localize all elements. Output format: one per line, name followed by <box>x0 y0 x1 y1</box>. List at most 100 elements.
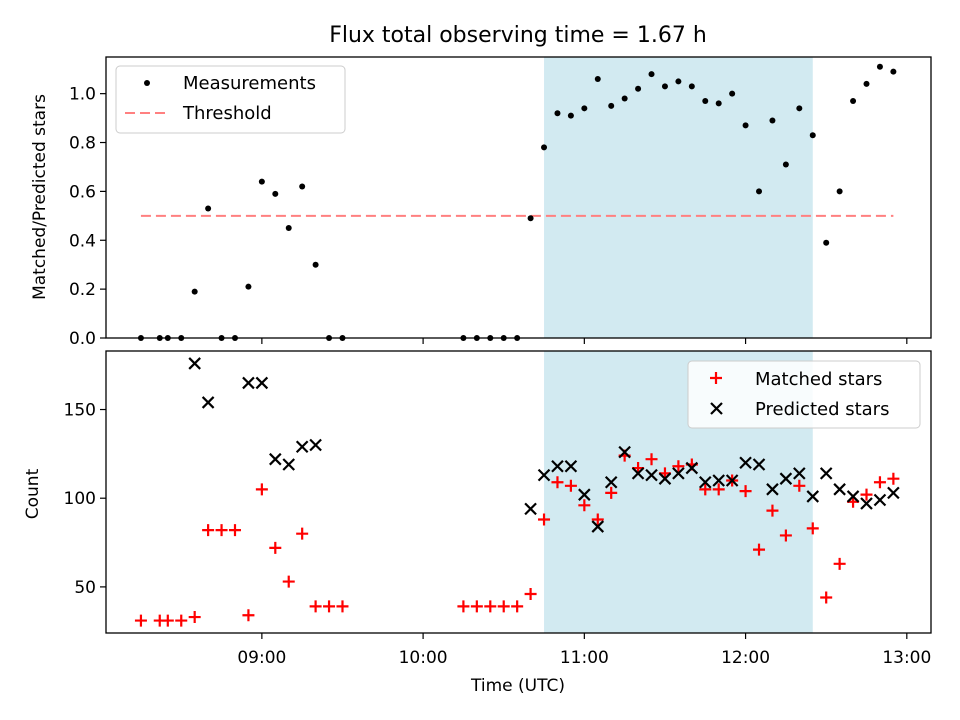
matched-star-point <box>175 614 188 627</box>
matched-star-point <box>591 513 604 526</box>
matched-star-point <box>215 524 228 537</box>
bottom-x-axis-ticks: 09:00 10:00 11:00 12:00 13:00 <box>237 633 931 668</box>
matched-star-point <box>605 486 618 499</box>
predicted-star-point <box>309 438 322 452</box>
y-tick-label: 0.2 <box>69 280 96 300</box>
matched-star-point <box>806 522 819 535</box>
matched-star-point <box>712 483 725 496</box>
matched-star-point <box>564 479 577 492</box>
y-tick-label: 150 <box>64 401 96 421</box>
predicted-star-point <box>887 486 900 500</box>
predicted-star-point <box>685 461 699 475</box>
predicted-stars-points <box>188 357 900 533</box>
matched-star-point <box>551 476 564 489</box>
matched-star-point <box>511 600 524 613</box>
measurement-point <box>594 75 601 82</box>
measurement-point <box>245 283 252 290</box>
measurement-point <box>742 122 749 129</box>
predicted-star-point <box>752 458 766 471</box>
y-tick-label: 0.4 <box>69 231 96 251</box>
matched-star-point <box>202 524 215 537</box>
legend-label-measurements: Measurements <box>183 73 316 94</box>
matched-stars-points <box>134 449 900 627</box>
bottom-y-axis-ticks: 50 100 150 <box>64 401 106 598</box>
measurement-point <box>258 178 265 185</box>
chart-title: Flux total observing time = 1.67 h <box>329 23 707 48</box>
top-axes-frame <box>105 56 932 339</box>
predicted-star-point <box>524 502 537 516</box>
bottom-legend: Matched stars Predicted stars <box>687 360 921 429</box>
top-y-axis-ticks: 0.0 0.2 0.4 0.6 0.8 1.0 <box>69 85 106 349</box>
legend-dot-marker <box>144 80 150 86</box>
predicted-star-point <box>242 376 255 390</box>
matched-star-point <box>242 609 255 622</box>
measurement-point <box>527 215 534 222</box>
top-legend: Measurements Threshold <box>115 65 346 134</box>
matched-star-point <box>860 488 873 501</box>
matched-star-point <box>255 483 268 496</box>
top-y-axis-label: Matched/Predicted stars <box>30 94 50 300</box>
predicted-star-point <box>269 452 282 466</box>
measurement-point <box>715 100 722 107</box>
legend-label-predicted: Predicted stars <box>755 399 889 420</box>
measurement-point <box>635 85 642 92</box>
matched-star-point <box>833 557 846 570</box>
x-tick-label: 09:00 <box>237 648 286 668</box>
measurement-point <box>729 90 736 97</box>
measurement-point <box>191 288 198 295</box>
measurement-point <box>863 80 870 87</box>
matched-star-point <box>497 600 510 613</box>
top-legend-box <box>115 65 346 134</box>
predicted-star-point <box>255 376 269 390</box>
predicted-star-point <box>631 467 645 480</box>
predicted-star-point <box>739 456 752 470</box>
matched-star-point <box>753 543 766 556</box>
predicted-star-point <box>201 396 215 409</box>
predicted-star-point <box>188 357 201 370</box>
legend-label-threshold: Threshold <box>182 103 272 124</box>
y-tick-label: 50 <box>74 578 96 598</box>
measurement-point <box>823 239 830 246</box>
measurement-point <box>541 144 548 151</box>
matched-star-point <box>484 600 497 613</box>
predicted-star-point <box>645 468 658 482</box>
matched-star-point <box>887 472 900 485</box>
predicted-star-point <box>819 467 833 480</box>
measurement-point <box>621 95 628 102</box>
predicted-star-point <box>873 493 887 507</box>
matched-star-point <box>645 453 658 466</box>
matched-star-point <box>296 527 309 540</box>
matched-star-point <box>873 476 886 489</box>
measurement-point <box>205 205 212 212</box>
predicted-star-point <box>806 490 820 503</box>
measurement-point <box>756 188 763 195</box>
y-tick-label: 0.0 <box>69 329 96 349</box>
predicted-star-point <box>551 460 564 473</box>
matched-star-point <box>578 499 591 512</box>
predicted-star-point <box>766 483 779 496</box>
predicted-star-point <box>672 467 685 480</box>
measurement-point <box>850 97 857 104</box>
predicted-star-point <box>591 520 605 533</box>
legend-label-matched: Matched stars <box>755 369 882 390</box>
x-tick-label: 13:00 <box>882 648 931 668</box>
measurement-point <box>581 105 588 112</box>
matched-star-point <box>282 575 295 588</box>
matched-star-point <box>766 504 779 517</box>
predicted-star-point <box>537 468 551 482</box>
matched-star-point <box>309 600 322 613</box>
measurement-point <box>796 105 803 112</box>
matched-star-point <box>228 524 241 537</box>
predicted-star-point <box>604 475 618 489</box>
matched-star-point <box>269 541 282 554</box>
measurement-point <box>661 83 668 90</box>
bottom-legend-box <box>687 360 921 429</box>
measurement-point <box>554 110 561 117</box>
predicted-star-point <box>725 474 739 487</box>
measurement-point <box>809 132 816 139</box>
measurement-point <box>688 83 695 90</box>
bottom-panel: 50 100 150 09:00 10:00 11:00 12:00 13:00 Count… <box>23 350 932 696</box>
predicted-star-point <box>833 483 846 496</box>
measurement-point <box>285 225 292 232</box>
y-tick-label: 1.0 <box>69 85 96 105</box>
